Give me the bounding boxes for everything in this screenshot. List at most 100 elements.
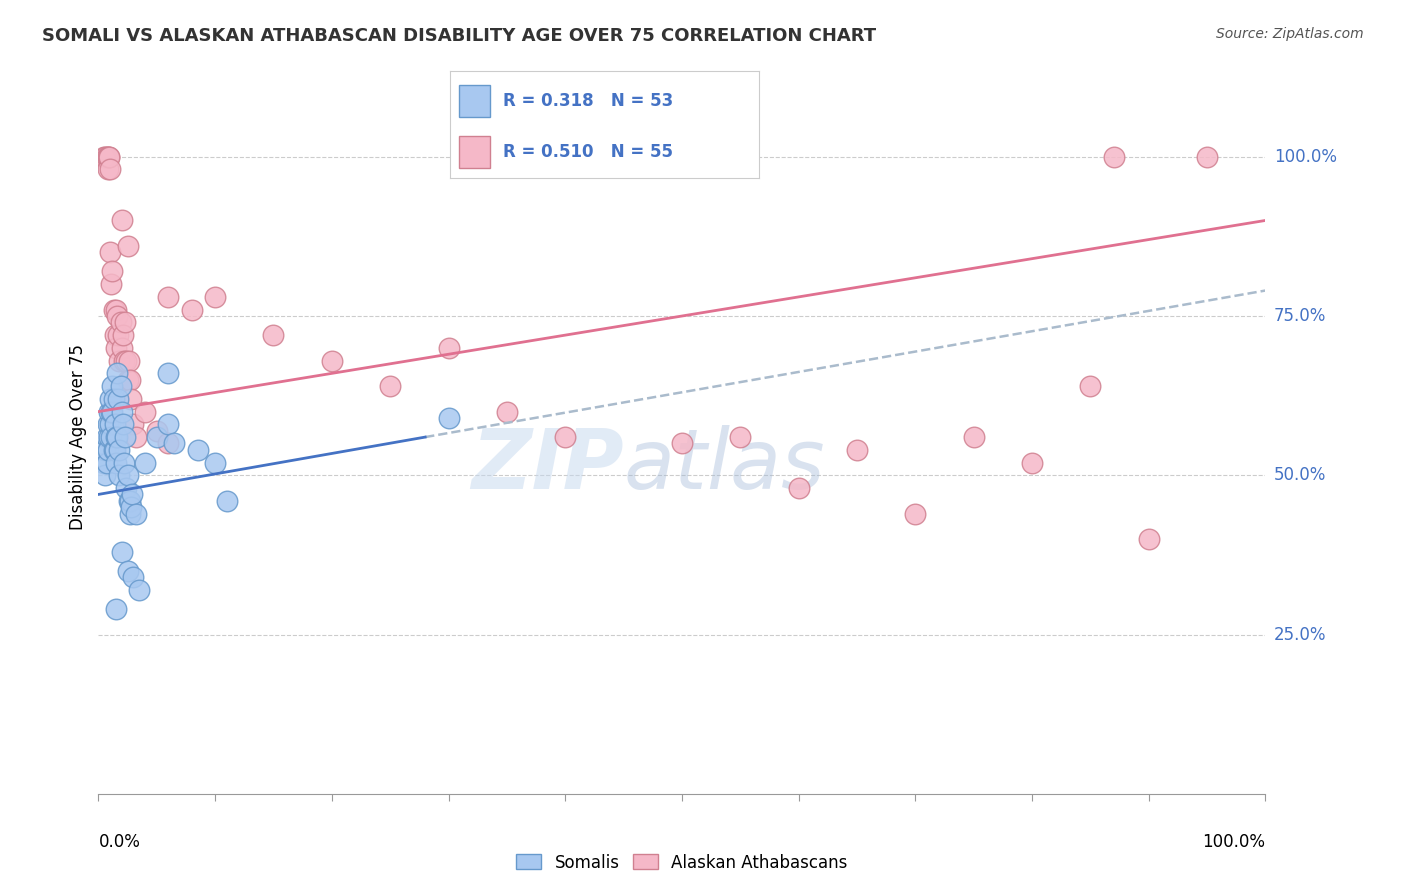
Point [104,602,127,616]
Y-axis label: Disability Age Over 75: Disability Age Over 75 [69,344,87,530]
Point [104,302,127,317]
Point [97,404,120,418]
Point [118,353,141,368]
Point [97,150,120,164]
Point [496,404,519,418]
Point [134,456,156,470]
Point [125,430,148,444]
Point [105,367,128,381]
Point [117,373,139,387]
Point [97,417,120,432]
Point [103,442,125,457]
Point [100,430,122,444]
Point [146,430,169,444]
Point [204,456,226,470]
Point [1021,456,1043,470]
Point [215,493,238,508]
Point [104,430,127,444]
Point [157,436,180,450]
Point [108,468,131,483]
Point [111,341,134,355]
Point [111,404,134,418]
Point [437,341,460,355]
Bar [460,136,491,168]
Text: SOMALI VS ALASKAN ATHABASCAN DISABILITY AGE OVER 75 CORRELATION CHART: SOMALI VS ALASKAN ATHABASCAN DISABILITY … [42,27,876,45]
Point [100,404,122,418]
Text: Source: ZipAtlas.com: Source: ZipAtlas.com [1216,27,1364,41]
Point [146,424,169,438]
Point [111,328,134,343]
Point [117,564,139,578]
Text: ZIP: ZIP [471,425,624,506]
Point [157,417,180,432]
Text: 100.0%: 100.0% [1202,833,1265,851]
Point [1080,379,1102,393]
Point [118,373,141,387]
Point [115,353,138,368]
Point [204,290,226,304]
Point [112,456,135,470]
Point [787,481,810,495]
Text: R = 0.318   N = 53: R = 0.318 N = 53 [502,93,672,111]
Text: atlas: atlas [624,425,825,506]
Point [98,417,121,432]
Point [110,379,132,393]
Point [118,493,141,508]
Point [100,277,122,292]
Text: R = 0.510   N = 55: R = 0.510 N = 55 [502,143,672,161]
Point [107,392,129,406]
Point [187,442,209,457]
Point [904,507,927,521]
Point [108,353,131,368]
Point [1102,150,1125,164]
Point [104,442,127,457]
Point [1195,150,1218,164]
Point [96,150,118,164]
Point [125,507,148,521]
Point [103,392,125,406]
Point [730,430,752,444]
Point [98,245,121,260]
Point [846,442,869,457]
Point [115,481,138,495]
Point [554,430,576,444]
Point [111,417,134,432]
Point [96,456,118,470]
Point [437,411,460,425]
Point [98,392,121,406]
Point [262,328,284,343]
Point [120,500,142,515]
Point [128,582,150,597]
Point [97,162,120,177]
Point [114,430,136,444]
Point [122,417,145,432]
Point [157,367,180,381]
Point [104,341,127,355]
Point [105,430,128,444]
Point [108,442,131,457]
Point [101,264,124,278]
Point [97,150,120,164]
Point [104,328,127,343]
Point [96,430,118,444]
Point [380,379,402,393]
Point [103,302,125,317]
Point [122,570,145,584]
Point [104,456,127,470]
Point [97,442,120,457]
Legend: Somalis, Alaskan Athabascans: Somalis, Alaskan Athabascans [509,847,855,879]
Point [117,468,139,483]
Bar [460,86,491,118]
Point [118,493,141,508]
Point [111,545,134,559]
Point [157,290,180,304]
Point [93,150,115,164]
Point [111,213,134,227]
Point [120,392,142,406]
Text: 25.0%: 25.0% [1274,625,1326,644]
Point [671,436,693,450]
Text: 0.0%: 0.0% [98,833,141,851]
Point [112,353,135,368]
Point [134,404,156,418]
Point [107,328,129,343]
